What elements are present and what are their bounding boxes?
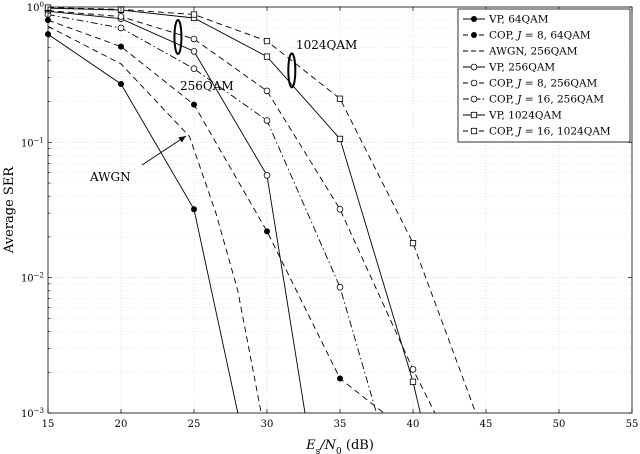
y-tick-label: 100	[27, 1, 44, 14]
series-marker	[471, 32, 477, 38]
series-marker	[470, 111, 478, 119]
x-tick-label: 35	[334, 419, 347, 430]
legend-label: VP, 1024QAM	[488, 110, 562, 122]
x-axis-label-sub1: s	[316, 447, 321, 454]
annotation-256qam: 256QAM	[180, 79, 234, 93]
annotation-arrow-awgn	[141, 135, 187, 166]
legend-box	[457, 8, 631, 143]
series-marker	[470, 127, 478, 135]
legend-item-6: VP, 1024QAM	[463, 110, 562, 122]
series-marker	[190, 48, 198, 55]
x-axis-label-e: E	[305, 438, 316, 453]
legend-item-1: COP, J = 8, 64QAM	[463, 30, 591, 42]
legend-item-7: COP, J = 16, 1024QAM	[463, 126, 611, 138]
legend-label: VP, 64QAM	[488, 14, 549, 26]
series-marker	[263, 37, 271, 45]
x-axis-label: Es/N0 (dB)	[305, 438, 374, 454]
series-line	[47, 25, 262, 414]
series-marker	[337, 375, 343, 382]
series-marker	[263, 117, 271, 124]
legend-label: AWGN, 256QAM	[488, 46, 578, 58]
legend-label: COP, J = 8, 256QAM	[489, 78, 598, 90]
annotation-ellipse-256qam	[173, 19, 183, 56]
series-marker	[264, 228, 270, 235]
series-marker	[470, 95, 478, 103]
series-2	[47, 25, 262, 414]
series-marker	[336, 283, 344, 291]
series-marker	[191, 101, 197, 108]
y-axis-label: Average SER	[2, 166, 17, 254]
series-marker	[336, 95, 344, 102]
series-marker	[117, 13, 125, 20]
series-marker	[118, 43, 124, 50]
x-tick-label: 20	[115, 419, 128, 430]
series-marker	[409, 366, 417, 373]
series-marker	[190, 65, 198, 73]
plot-area-border	[47, 6, 633, 414]
legend-label: VP, 256QAM	[488, 62, 555, 74]
series-marker	[118, 80, 124, 87]
series-marker	[471, 16, 477, 22]
series-line	[47, 14, 377, 414]
series-marker	[263, 172, 271, 179]
legend: VP, 64QAM COP, J = 8, 64QAM AWGN, 256QAM VP…	[457, 8, 631, 143]
legend-item-2: AWGN, 256QAM	[463, 46, 578, 58]
x-tick-label: 45	[480, 419, 493, 430]
y-tick-label: 10−1	[21, 136, 44, 149]
series-marker	[409, 378, 417, 385]
annotation-1024qam: 1024QAM	[296, 38, 357, 52]
y-tick-label: 10−2	[21, 272, 44, 285]
y-tick-label: 10−3	[21, 407, 44, 420]
series-marker	[409, 240, 417, 247]
annotation-ellipse-1024qam	[287, 52, 297, 89]
legend-item-3: VP, 256QAM	[463, 62, 555, 74]
legend-item-5: COP, J = 16, 256QAM	[463, 94, 604, 106]
series-marker	[117, 24, 125, 32]
x-tick-label: 55	[626, 419, 639, 430]
series-marker	[190, 35, 198, 43]
series-marker	[336, 206, 344, 213]
legend-item-4: COP, J = 8, 256QAM	[463, 78, 598, 90]
x-axis-label-n: /N	[318, 438, 336, 453]
x-axis-label-sub2: 0	[336, 447, 342, 454]
series-marker	[190, 11, 198, 18]
legend-label: COP, J = 16, 256QAM	[489, 94, 604, 106]
x-axis-label-unit: (dB)	[342, 438, 374, 453]
series-5	[44, 11, 377, 414]
series-marker	[336, 135, 344, 143]
series-line	[47, 33, 239, 414]
series-marker	[263, 87, 271, 95]
series-1	[45, 17, 385, 414]
series-marker	[191, 206, 197, 213]
series-marker	[470, 79, 478, 87]
legend-label: COP, J = 8, 64QAM	[489, 30, 591, 42]
series-marker	[263, 53, 271, 60]
legend-label: COP, J = 16, 1024QAM	[489, 126, 611, 138]
x-tick-label: 50	[553, 419, 566, 430]
series-marker	[470, 63, 478, 71]
annotations: 1024QAM 256QAM AWGN	[89, 19, 357, 184]
x-tick-label: 15	[42, 419, 55, 430]
series-line	[47, 19, 385, 414]
x-tick-label: 30	[261, 419, 274, 430]
x-tick-label: 25	[188, 419, 201, 430]
annotation-awgn: AWGN	[89, 170, 131, 184]
x-tick-label: 40	[407, 419, 420, 430]
annotation-arrowhead-awgn	[178, 136, 186, 143]
legend-item-0: VP, 64QAM	[463, 14, 549, 26]
